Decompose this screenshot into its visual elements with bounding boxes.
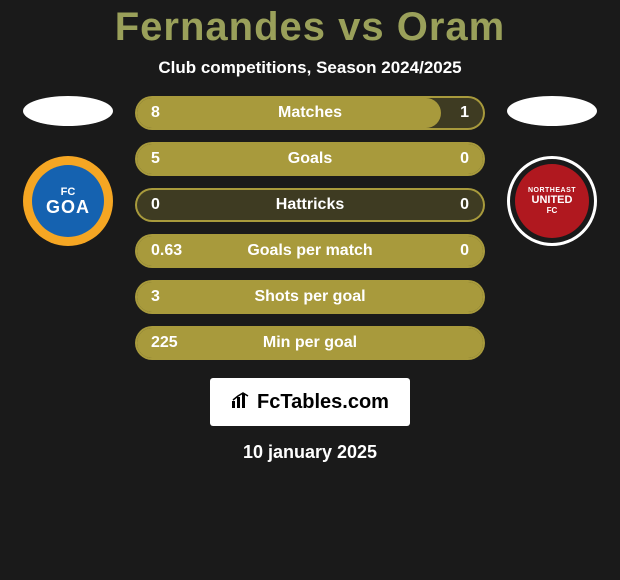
stat-label: Shots per goal — [254, 288, 365, 306]
stat-left-value: 225 — [151, 334, 178, 352]
stats-column: 8 Matches 1 5 Goals 0 0 Hattricks 0 0.63 Goals per… — [135, 96, 485, 360]
stat-row-inner: 225 Min per goal — [137, 328, 483, 358]
crest-left-line2: GOA — [46, 198, 90, 216]
stat-left-value: 5 — [151, 150, 160, 168]
stat-label: Goals — [288, 150, 332, 168]
page-title: Fernandes vs Oram — [0, 5, 620, 50]
stat-left-value: 0.63 — [151, 242, 182, 260]
comparison-card: Fernandes vs Oram Club competitions, Sea… — [0, 0, 620, 580]
right-column: NORTHEAST UNITED FC — [497, 96, 607, 246]
crest-right-line1: NORTHEAST — [528, 187, 576, 194]
main-row: FC GOA 8 Matches 1 5 Goals 0 0 Hattricks 0 0.63 Go… — [0, 96, 620, 360]
stat-label: Goals per match — [247, 242, 372, 260]
stat-row-inner: 5 Goals 0 — [137, 144, 483, 174]
player-avatar-left — [23, 96, 113, 126]
stat-row: 5 Goals 0 — [135, 142, 485, 176]
player-avatar-right — [507, 96, 597, 126]
crest-left-line1: FC — [61, 187, 76, 198]
subtitle: Club competitions, Season 2024/2025 — [0, 58, 620, 78]
club-crest-left: FC GOA — [23, 156, 113, 246]
club-crest-right-inner: NORTHEAST UNITED FC — [515, 164, 589, 238]
stat-row: 3 Shots per goal — [135, 280, 485, 314]
date-line: 10 january 2025 — [0, 442, 620, 463]
club-crest-right: NORTHEAST UNITED FC — [507, 156, 597, 246]
source-logo-text: FcTables.com — [257, 391, 389, 414]
chart-icon — [231, 391, 253, 414]
stat-label: Hattricks — [276, 196, 344, 214]
stat-row-inner: 8 Matches 1 — [137, 98, 483, 128]
left-column: FC GOA — [13, 96, 123, 246]
stat-row: 0.63 Goals per match 0 — [135, 234, 485, 268]
stat-left-value: 0 — [151, 196, 160, 214]
crest-right-line3: FC — [547, 207, 558, 215]
crest-right-line2: UNITED — [532, 195, 573, 206]
stat-right-value: 1 — [460, 104, 469, 122]
stat-label: Matches — [278, 104, 342, 122]
stat-row-inner: 0 Hattricks 0 — [137, 190, 483, 220]
stat-row-inner: 0.63 Goals per match 0 — [137, 236, 483, 266]
stat-left-value: 3 — [151, 288, 160, 306]
stat-row-inner: 3 Shots per goal — [137, 282, 483, 312]
stat-right-value: 0 — [460, 150, 469, 168]
club-crest-left-inner: FC GOA — [32, 165, 104, 237]
stat-right-value: 0 — [460, 196, 469, 214]
stat-row: 0 Hattricks 0 — [135, 188, 485, 222]
stat-left-value: 8 — [151, 104, 160, 122]
stat-label: Min per goal — [263, 334, 357, 352]
source-logo[interactable]: FcTables.com — [210, 378, 410, 426]
stat-row: 8 Matches 1 — [135, 96, 485, 130]
stat-row: 225 Min per goal — [135, 326, 485, 360]
stat-right-value: 0 — [460, 242, 469, 260]
